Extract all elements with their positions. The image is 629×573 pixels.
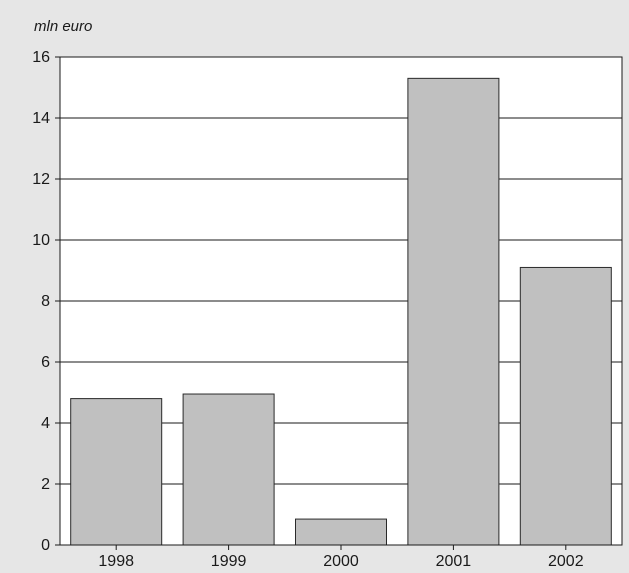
y-tick-label: 4 [41, 415, 50, 432]
bar [407, 77, 500, 546]
y-axis-unit-label: mln euro [34, 18, 93, 35]
y-tick-label: 6 [41, 354, 50, 371]
y-tick-label: 16 [32, 49, 50, 66]
y-tick-label: 8 [41, 293, 50, 310]
x-tick-label: 1998 [98, 553, 134, 570]
x-tick-label: 2000 [323, 553, 359, 570]
bar [295, 518, 387, 546]
x-tick-label: 2001 [436, 553, 472, 570]
y-tick-label: 10 [32, 232, 50, 249]
y-tick-label: 2 [41, 476, 50, 493]
bar [519, 266, 612, 546]
y-tick-label: 14 [32, 110, 50, 127]
bar [182, 393, 275, 546]
y-tick-label: 0 [41, 537, 50, 554]
y-tick-label: 12 [32, 171, 50, 188]
x-tick-label: 2002 [548, 553, 584, 570]
x-tick-label: 1999 [211, 553, 247, 570]
bar [70, 398, 163, 546]
